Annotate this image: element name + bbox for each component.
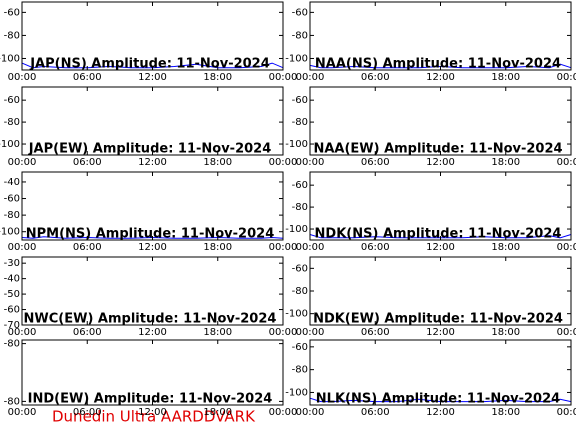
x-tick-label: 12:00 [426, 407, 455, 418]
x-tick-label: 18:00 [203, 327, 232, 338]
y-tick-label: -80 [4, 117, 20, 128]
x-tick-label: 00:00 [557, 72, 576, 83]
x-tick-label: 06:00 [73, 157, 102, 168]
x-tick-label: 00:00 [296, 327, 325, 338]
x-tick-label: 06:00 [361, 327, 390, 338]
chart-title: NPM(NS) Amplitude: 11-Nov-2024 [26, 227, 275, 242]
x-tick-label: 00:00 [269, 157, 298, 168]
x-tick-label: 18:00 [203, 157, 232, 168]
y-tick-label: -100 [285, 139, 308, 150]
x-tick-label: 18:00 [491, 407, 520, 418]
y-tick-label: -60 [292, 263, 308, 274]
x-tick-label: 00:00 [269, 407, 298, 418]
y-tick-label: -100 [285, 53, 308, 64]
x-tick-label: 12:00 [138, 157, 167, 168]
y-tick-label: -100 [285, 309, 308, 320]
y-tick-label: -80 [4, 30, 20, 41]
y-tick-label: -100 [0, 53, 20, 64]
x-tick-label: 12:00 [426, 72, 455, 83]
x-tick-label: 06:00 [361, 72, 390, 83]
x-tick-label: 00:00 [296, 157, 325, 168]
x-tick-label: 00:00 [557, 327, 576, 338]
x-tick-label: 18:00 [491, 72, 520, 83]
chart-title: NAA(EW) Amplitude: 11-Nov-2024 [313, 142, 562, 157]
chart-title: NDK(EW) Amplitude: 11-Nov-2024 [313, 312, 563, 327]
y-tick-label: -40 [4, 177, 20, 188]
x-tick-label: 00:00 [8, 72, 37, 83]
y-tick-label: -80 [292, 117, 308, 128]
chart-title: NDK(NS) Amplitude: 11-Nov-2024 [315, 227, 562, 242]
y-tick-label: -100 [0, 227, 20, 238]
y-tick-label: -100 [0, 139, 20, 150]
x-tick-label: 00:00 [296, 242, 325, 253]
x-tick-label: 00:00 [557, 407, 576, 418]
x-tick-label: 12:00 [426, 157, 455, 168]
x-tick-label: 12:00 [138, 72, 167, 83]
x-tick-label: 00:00 [8, 407, 37, 418]
x-tick-label: 06:00 [73, 72, 102, 83]
y-tick-label: -100 [285, 387, 308, 398]
x-tick-label: 18:00 [203, 242, 232, 253]
x-tick-label: 00:00 [269, 327, 298, 338]
x-tick-label: 00:00 [296, 407, 325, 418]
x-tick-label: 00:00 [557, 157, 576, 168]
y-tick-label: -80 [292, 30, 308, 41]
y-tick-label: -30 [4, 258, 20, 269]
x-tick-label: 00:00 [8, 157, 37, 168]
chart-title: NLK(NS) Amplitude: 11-Nov-2024 [316, 392, 560, 407]
x-tick-label: 00:00 [557, 242, 576, 253]
y-tick-label: -40 [4, 274, 20, 285]
y-tick-label: -60 [4, 305, 20, 316]
x-tick-label: 06:00 [73, 242, 102, 253]
x-tick-label: 06:00 [361, 157, 390, 168]
x-tick-label: 18:00 [491, 242, 520, 253]
x-tick-label: 06:00 [73, 407, 102, 418]
x-tick-label: 18:00 [491, 157, 520, 168]
y-tick-label: -80 [4, 210, 20, 221]
y-tick-label: -60 [4, 194, 20, 205]
y-tick-label: -100 [285, 224, 308, 235]
x-tick-label: 12:00 [138, 407, 167, 418]
chart-title: JAP(EW) Amplitude: 11-Nov-2024 [28, 142, 272, 157]
x-tick-label: 06:00 [73, 327, 102, 338]
x-tick-label: 06:00 [361, 407, 390, 418]
x-tick-label: 18:00 [203, 407, 232, 418]
chart-title: IND(EW) Amplitude: 11-Nov-2024 [28, 392, 273, 407]
chart-title: NWC(EW) Amplitude: 11-Nov-2024 [24, 312, 277, 327]
y-tick-label: -60 [292, 180, 308, 191]
x-tick-label: 12:00 [138, 242, 167, 253]
y-tick-label: -80 [292, 286, 308, 297]
chart-title: JAP(NS) Amplitude: 11-Nov-2024 [29, 57, 270, 72]
x-tick-label: 00:00 [8, 242, 37, 253]
y-tick-label: -80 [4, 339, 20, 350]
x-tick-label: 06:00 [361, 242, 390, 253]
y-tick-label: -60 [292, 7, 308, 18]
x-tick-label: 12:00 [138, 327, 167, 338]
y-tick-label: -60 [4, 95, 20, 106]
y-tick-label: -60 [292, 95, 308, 106]
x-tick-label: 00:00 [269, 242, 298, 253]
y-tick-label: -80 [4, 396, 20, 407]
y-tick-label: -60 [292, 342, 308, 353]
y-tick-label: -80 [292, 202, 308, 213]
chart-title: NAA(NS) Amplitude: 11-Nov-2024 [315, 57, 561, 72]
y-tick-label: -50 [4, 289, 20, 300]
x-tick-label: 00:00 [269, 72, 298, 83]
y-tick-label: -80 [292, 365, 308, 376]
y-tick-label: -70 [4, 320, 20, 331]
x-tick-label: 12:00 [426, 327, 455, 338]
x-tick-label: 18:00 [203, 72, 232, 83]
y-tick-label: -60 [4, 7, 20, 18]
x-tick-label: 00:00 [8, 327, 37, 338]
x-tick-label: 12:00 [426, 242, 455, 253]
x-tick-label: 18:00 [491, 327, 520, 338]
footer: Dunedin Ultra AARDDVARK [52, 408, 256, 426]
x-tick-label: 00:00 [296, 72, 325, 83]
